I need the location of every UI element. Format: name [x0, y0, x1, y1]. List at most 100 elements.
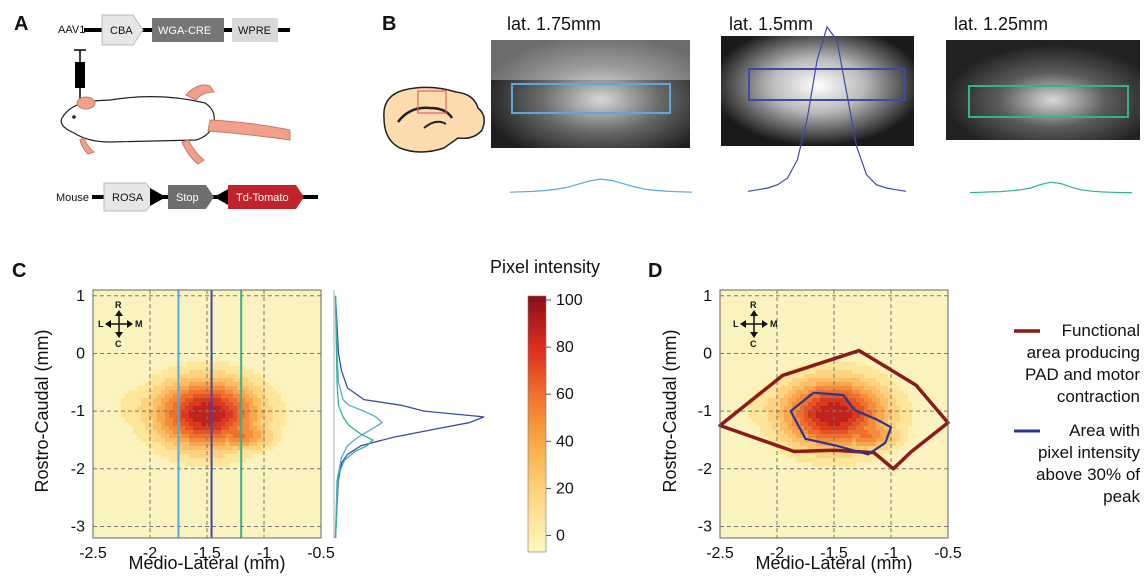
loxp-left-icon: [150, 188, 166, 206]
intensity-profile-2: [747, 25, 907, 192]
side-profile-1: [334, 295, 485, 539]
panel-d: D -2.5 -2 -1.5 -1 -0.5 1 0 -1 -2 -3 Medio-Lateral…: [648, 260, 1140, 573]
mouse-construct-name: Mouse: [56, 192, 89, 204]
virus-construct: AAV1 CBA WGA-CRE WPRE: [58, 14, 290, 46]
compass-c-c: C: [115, 339, 122, 349]
legend-area30-line-1: Area with: [1069, 421, 1140, 440]
stop-shape: [168, 185, 214, 209]
colorbar: Pixel intensity 100 80 60 40 20 0: [490, 257, 600, 553]
plot-d-xtick-label: -1: [884, 545, 898, 562]
compass-d-l: L: [733, 319, 739, 329]
panel-a-letter: A: [14, 13, 28, 35]
loxp-right-icon: [214, 188, 230, 206]
plot-c-ytick-label: -2: [71, 461, 85, 478]
colorbar-tick-label: 60: [556, 386, 574, 403]
area-above-30-outline: [789, 391, 893, 456]
plot-d-xtick-label: -2: [770, 545, 784, 562]
colorbar-title: Pixel intensity: [490, 257, 600, 277]
compass-d-m: M: [770, 319, 778, 329]
brain-roi-box: [417, 90, 447, 114]
plot-c-xtick-label: -0.5: [307, 545, 335, 562]
micrograph-1-title: lat. 1.75mm: [507, 14, 601, 34]
colorbar-tick-label: 100: [556, 292, 583, 309]
colorbar-gradient: [527, 295, 547, 553]
legend-functional-line-1: Functional: [1062, 321, 1140, 340]
compass-icon-c: R C L M: [98, 300, 143, 349]
roi-box-2: [748, 68, 906, 101]
colorbar-tick-label: 80: [556, 339, 574, 356]
grid-c: [93, 290, 321, 538]
panel-c-letter: C: [12, 260, 26, 282]
plot-c-ytick-label: 1: [76, 288, 85, 305]
colorbar-tick-label: 20: [556, 480, 574, 497]
micrograph-2-title: lat. 1.5mm: [729, 14, 813, 34]
plot-d-ytick-label: 0: [703, 345, 712, 362]
legend-area30-line-2: pixel intensity: [1038, 443, 1141, 462]
plot-d-xtick-label: -1.5: [820, 545, 848, 562]
colorbar-tick-label: 0: [556, 528, 565, 545]
td-tomato-shape: [228, 185, 304, 209]
legend-area30-line-4: peak: [1103, 487, 1140, 506]
virus-part-cba: CBA: [110, 25, 133, 37]
panel-c: C -2.5 -2 -1.5 -1 -0.5 1 0 -1 -2 -3 Medio-Lateral…: [12, 257, 600, 573]
plot-d-ylabel: Rostro-Caudal (mm): [660, 329, 680, 492]
plot-d-frame: [719, 289, 949, 539]
wga-cre-shape: [152, 18, 224, 42]
plot-c-xtick-label: -1: [257, 545, 271, 562]
roi-box-3: [968, 85, 1129, 118]
colorbar-ticks: 100 80 60 40 20 0: [546, 292, 583, 545]
plot-d-xtick-label: -0.5: [934, 545, 962, 562]
panel-a: A AAV1 CBA WGA-CRE WPRE: [14, 13, 318, 212]
virus-part-wga-cre: WGA-CRE: [158, 25, 211, 37]
side-profile-2: [334, 295, 384, 539]
panel-b: B lat. 1.75mm lat. 1.5mm lat. 1.25mm: [382, 13, 1140, 194]
compass-c-r: R: [115, 300, 122, 310]
plot-d-xlabel: Medio-Lateral (mm): [755, 553, 912, 573]
grid-d: [720, 290, 948, 538]
brain-icon: [383, 86, 485, 153]
compass-c-l: L: [98, 319, 104, 329]
mouse-icon: [60, 84, 291, 165]
plot-c-frame: [92, 289, 322, 539]
plot-c-xtick-label: -2: [143, 545, 157, 562]
plot-c-ytick-label: -3: [71, 518, 85, 535]
virus-part-wpre: WPRE: [238, 25, 271, 37]
mouse-part-rosa: ROSA: [112, 192, 144, 204]
legend-functional-line-3: PAD and motor: [1025, 365, 1140, 384]
roi-box-1: [511, 83, 671, 114]
plot-c-xlabel: Medio-Lateral (mm): [128, 553, 285, 573]
compass-d-r: R: [750, 300, 757, 310]
intensity-profile-3: [969, 181, 1132, 194]
plot-d-xtick-label: -2.5: [706, 545, 734, 562]
panel-d-letter: D: [648, 260, 662, 282]
compass-d-c: C: [750, 339, 757, 349]
plot-d-ytick-label: 1: [703, 288, 712, 305]
functional-area-outline: [718, 348, 950, 471]
compass-c-m: M: [135, 319, 143, 329]
mouse-part-td-tomato: Td-Tomato: [236, 192, 289, 204]
plot-d-ytick-label: -3: [698, 518, 712, 535]
legend-area30-line-3: above 30% of: [1036, 465, 1140, 484]
compass-icon-d: R C L M: [733, 300, 778, 349]
legend-d: Functional area producing PAD and motor …: [1014, 321, 1140, 506]
intensity-profile-1: [509, 178, 693, 193]
ticks-c: -2.5 -2 -1.5 -1 -0.5 1 0 -1 -2 -3: [71, 288, 335, 562]
micrograph-lat-1-75: lat. 1.75mm: [491, 14, 693, 193]
plot-c-xtick-label: -1.5: [193, 545, 221, 562]
section-lines-c: [177, 290, 243, 538]
plot-d-ytick-label: -1: [698, 403, 712, 420]
plot-c-ylabel: Rostro-Caudal (mm): [32, 329, 52, 492]
plot-c-xtick-label: -2.5: [79, 545, 107, 562]
virus-construct-name: AAV1: [58, 24, 85, 36]
ticks-d: -2.5 -2 -1.5 -1 -0.5 1 0 -1 -2 -3: [698, 288, 962, 562]
micrograph-lat-1-5: lat. 1.5mm: [721, 14, 914, 192]
mouse-part-stop: Stop: [176, 192, 199, 204]
micrograph-3-title: lat. 1.25mm: [954, 14, 1048, 34]
plot-c-ytick-label: -1: [71, 403, 85, 420]
plot-d-ytick-label: -2: [698, 461, 712, 478]
legend-functional-line-2: area producing: [1027, 343, 1140, 362]
wpre-shape: [232, 18, 278, 42]
plot-c-ytick-label: 0: [76, 345, 85, 362]
mouse-construct: Mouse ROSA Stop Td-Tomato: [56, 182, 318, 212]
